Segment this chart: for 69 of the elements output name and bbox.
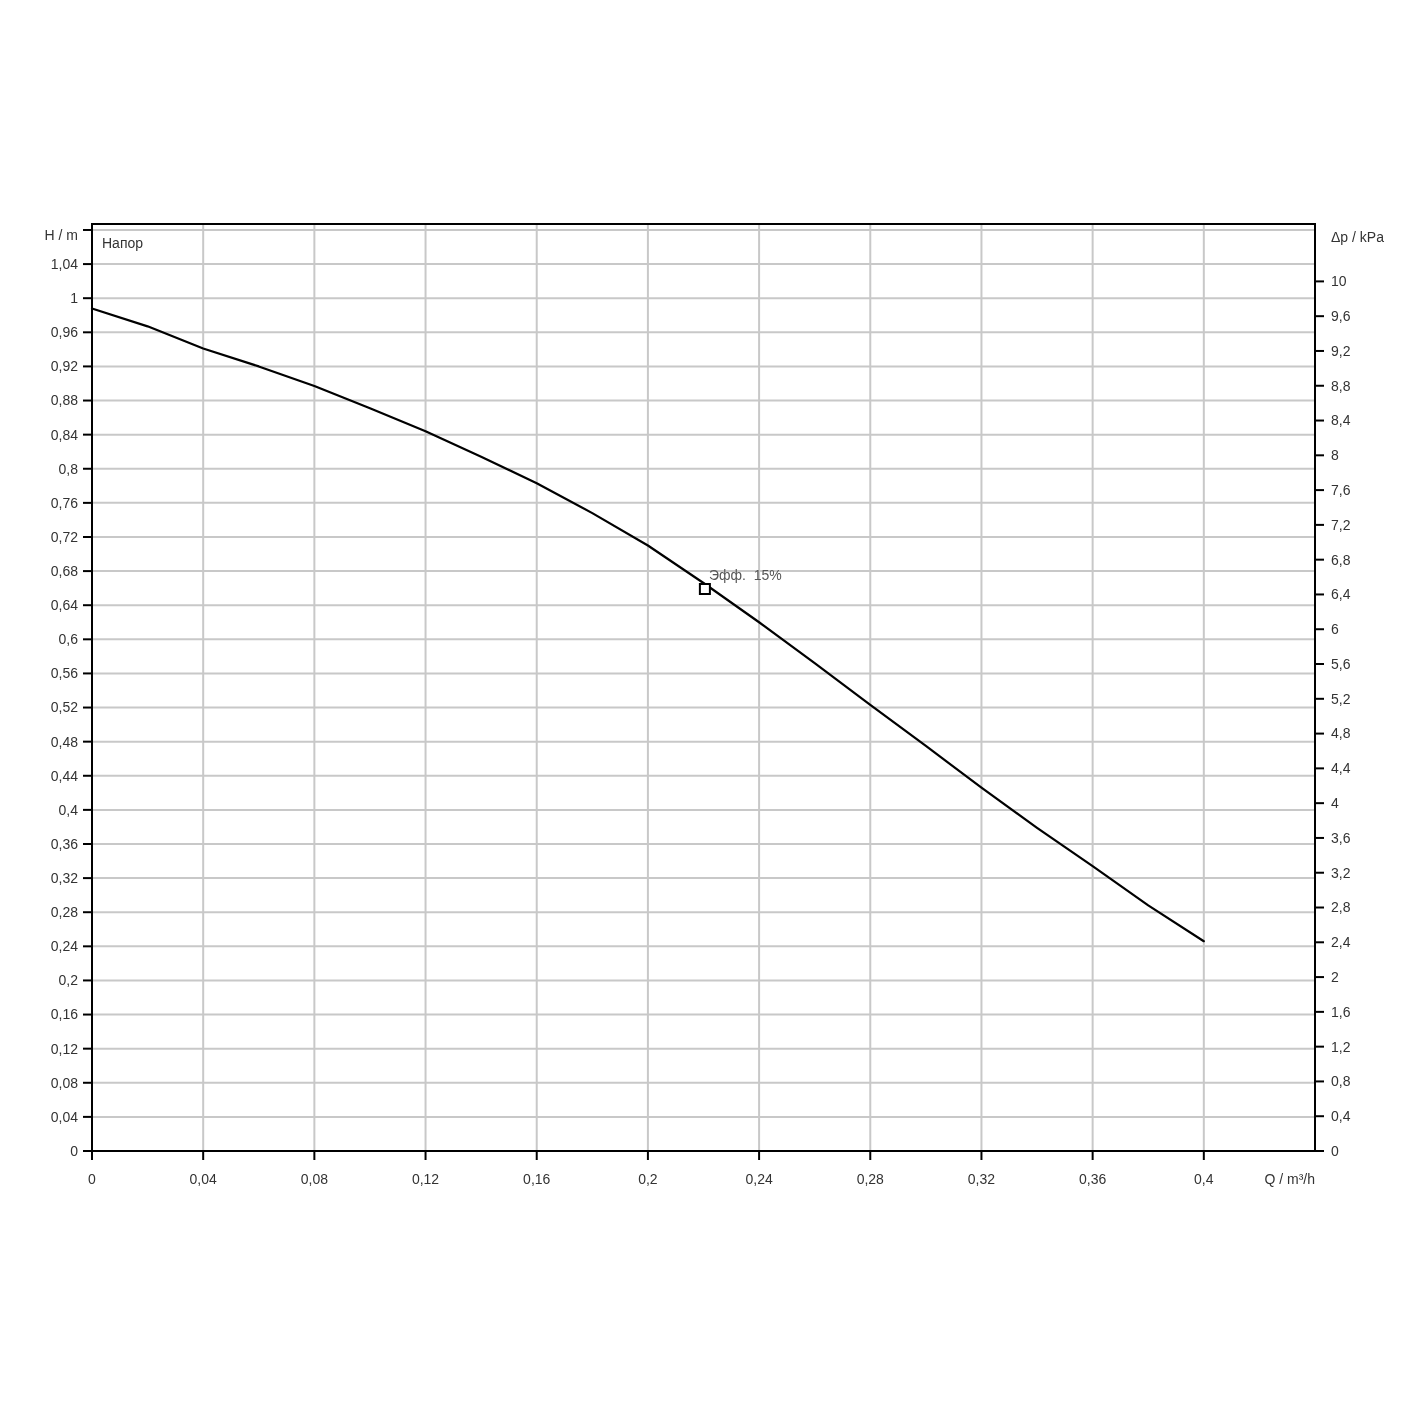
y-tick-label: 0,72 bbox=[50, 528, 79, 545]
y2-tick-label: 2,8 bbox=[1331, 899, 1351, 916]
y-tick-label: 0,48 bbox=[50, 733, 79, 750]
y2-tick-label: 7,6 bbox=[1331, 482, 1351, 498]
y-tick-label: 0 bbox=[70, 1142, 79, 1159]
y2-tick-label: 1,2 bbox=[1331, 1038, 1351, 1055]
x-tick-label: 0,28 bbox=[856, 1171, 885, 1187]
y2-tick-label: 8,4 bbox=[1331, 412, 1351, 429]
y2-tick-label: 4,4 bbox=[1331, 760, 1351, 777]
y2-tick-label: 3,6 bbox=[1331, 829, 1351, 846]
y2-axis-title: Δp / kPa bbox=[1331, 229, 1385, 245]
y-tick-label: 0,2 bbox=[58, 972, 79, 989]
y-tick-label: 0,24 bbox=[50, 938, 79, 955]
y2-tick-label: 2 bbox=[1331, 968, 1339, 985]
y-tick-label: 1 bbox=[70, 290, 79, 307]
y-tick-label: 0,68 bbox=[50, 562, 79, 579]
y-tick-label: 0,8 bbox=[58, 460, 79, 477]
y-tick-label: 0,92 bbox=[50, 358, 79, 375]
y2-tick-label: 0,4 bbox=[1331, 1108, 1351, 1125]
y-tick-label: 0,16 bbox=[50, 1006, 79, 1023]
y-tick-label: 0,6 bbox=[58, 631, 79, 648]
y-tick-label: 0,96 bbox=[50, 324, 79, 341]
y-tick-label: 0,88 bbox=[50, 392, 79, 409]
y-tick-label: 0,52 bbox=[50, 699, 79, 716]
x-tick-label: 0,36 bbox=[1079, 1171, 1107, 1187]
y2-tick-label: 0,8 bbox=[1331, 1073, 1351, 1090]
x-tick-label: 0,24 bbox=[745, 1171, 773, 1187]
y2-tick-label: 6,4 bbox=[1331, 586, 1351, 603]
x-tick-label: 0,16 bbox=[523, 1171, 551, 1187]
y-tick-label: 0,28 bbox=[50, 904, 79, 921]
y2-tick-label: 9,2 bbox=[1331, 342, 1351, 359]
y2-tick-label: 2,4 bbox=[1331, 934, 1351, 951]
y-tick-label: 0,4 bbox=[58, 801, 79, 818]
y-tick-label: 0,36 bbox=[50, 835, 79, 852]
y2-tick-label: 8 bbox=[1331, 447, 1339, 464]
x-tick-label: 0,4 bbox=[1194, 1171, 1214, 1187]
y2-tick-label: 5,2 bbox=[1331, 690, 1351, 707]
y-tick-label: 0,08 bbox=[50, 1074, 79, 1091]
y2-tick-label: 1,6 bbox=[1331, 1003, 1351, 1020]
x-tick-label: 0,08 bbox=[300, 1171, 329, 1187]
y-tick-label: 0,32 bbox=[50, 870, 79, 886]
x-tick-label: 0,12 bbox=[411, 1171, 440, 1187]
y2-tick-label: 9,6 bbox=[1331, 308, 1351, 325]
y2-tick-label: 4 bbox=[1331, 795, 1339, 812]
text: Напор bbox=[102, 235, 144, 251]
y2-tick-label: 7,2 bbox=[1331, 516, 1351, 533]
y2-tick-label: 10 bbox=[1331, 273, 1347, 290]
y-tick-label: 0,56 bbox=[50, 665, 79, 682]
x-tick-label: 0,2 bbox=[638, 1171, 658, 1187]
x-tick-label: 0 bbox=[88, 1171, 97, 1187]
x-axis-title: Q / m³/h bbox=[1264, 1171, 1315, 1187]
y-tick-label: 1,04 bbox=[50, 255, 79, 272]
y-tick-label: 0,04 bbox=[50, 1108, 79, 1125]
y2-tick-label: 6 bbox=[1331, 621, 1339, 638]
y-tick-label: 0,84 bbox=[50, 426, 79, 443]
y-tick-label: 0,12 bbox=[50, 1040, 79, 1057]
y-tick-label: 0,64 bbox=[50, 597, 79, 614]
x-tick-label: 0,32 bbox=[967, 1171, 996, 1187]
y2-tick-label: 4,8 bbox=[1331, 725, 1351, 742]
x-tick-label: 0,04 bbox=[189, 1171, 218, 1187]
annotation: Эфф. 15% bbox=[708, 567, 782, 583]
y2-tick-label: 8,8 bbox=[1331, 377, 1351, 394]
y2-tick-label: 5,6 bbox=[1331, 655, 1351, 672]
y-axis-title: H / m bbox=[44, 227, 78, 243]
y2-tick-label: 3,2 bbox=[1331, 864, 1351, 881]
y-tick-label: 0,44 bbox=[50, 767, 79, 784]
y2-tick-label: 0 bbox=[1331, 1142, 1339, 1159]
y-tick-label: 0,76 bbox=[50, 494, 79, 511]
y2-tick-label: 6,8 bbox=[1331, 551, 1351, 568]
